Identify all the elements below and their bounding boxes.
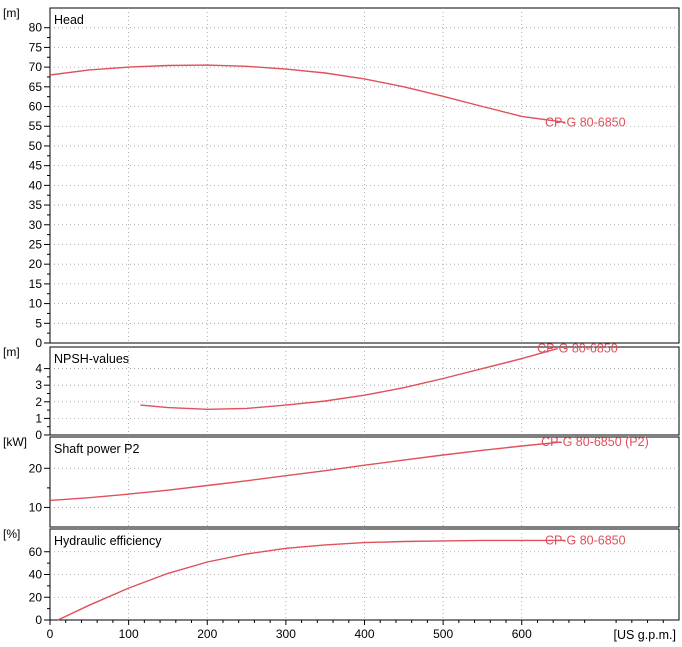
y-tick-label: 10: [29, 297, 43, 311]
y-tick-label: 3: [35, 378, 42, 392]
series-label: CP-G 80-6850: [537, 342, 618, 356]
series-line: [57, 539, 565, 621]
series-line: [140, 348, 558, 411]
panel-hydraulic-efficiency: 0 20 40 60 [%] Hydraulic efficiency CP-G 80-68…: [3, 527, 680, 627]
panel-frame: [49, 7, 680, 344]
y-tick-label: 4: [35, 362, 42, 376]
y-tick-label: 20: [29, 590, 43, 604]
x-tick-label: 200: [197, 627, 217, 641]
y-unit-label: [%]: [3, 527, 20, 541]
series-label: CP-G 80-6850: [545, 533, 626, 547]
panel-title: Head: [54, 13, 84, 27]
panel-title: Hydraulic efficiency: [54, 534, 162, 548]
y-unit-label: [m]: [3, 6, 20, 20]
series-label: CP-G 80-6850: [545, 115, 626, 129]
y-tick-label: 25: [29, 237, 43, 251]
panel-head: 0 5 10 15 20 25 30 35 40 45 50 55 60 65 70 75 80 [m] Head C…: [3, 6, 680, 350]
x-tick-label: 100: [119, 627, 139, 641]
panel-title: Shaft power P2: [54, 442, 140, 456]
panel-shaft-power-p2: 10 20[kW] Shaft power P2 CP-G 80-6850 (P2): [3, 435, 680, 528]
y-tick-label: 50: [29, 139, 43, 153]
series-label: CP-G 80-6850 (P2): [541, 435, 649, 449]
y-tick-label: 35: [29, 198, 43, 212]
y-tick-label: 45: [29, 159, 43, 173]
y-tick-label: 2: [35, 395, 42, 409]
y-tick-label: 70: [29, 60, 43, 74]
y-tick-label: 5: [35, 316, 42, 330]
y-tick-label: 0: [35, 336, 42, 350]
y-tick-label: 0: [35, 428, 42, 442]
x-unit-label: [US g.p.m.]: [613, 628, 676, 642]
x-tick-label: 300: [276, 627, 296, 641]
x-tick-label: 400: [354, 627, 374, 641]
y-tick-label: 20: [29, 461, 43, 475]
y-tick-label: 55: [29, 119, 43, 133]
y-tick-label: 60: [29, 545, 43, 559]
y-tick-label: 20: [29, 257, 43, 271]
panel-npsh-values: 0 1 2 3 4 [m] NPSH-values CP-G 80-6850: [3, 342, 680, 442]
y-unit-label: [m]: [3, 345, 20, 359]
x-tick-label: 600: [512, 627, 532, 641]
y-unit-label: [kW]: [3, 435, 27, 449]
panel-title: NPSH-values: [54, 352, 129, 366]
series-line: [49, 64, 566, 123]
y-tick-label: 30: [29, 218, 43, 232]
y-tick-label: 15: [29, 277, 43, 291]
y-tick-label: 40: [29, 568, 43, 582]
y-tick-label: 40: [29, 178, 43, 192]
y-tick-label: 0: [35, 613, 42, 627]
x-tick-label: 0: [47, 627, 54, 641]
y-tick-label: 75: [29, 40, 43, 54]
series-line: [49, 441, 562, 502]
y-tick-label: 65: [29, 80, 43, 94]
y-tick-label: 10: [29, 500, 43, 514]
y-tick-label: 60: [29, 100, 43, 114]
y-tick-label: 1: [35, 411, 42, 425]
x-axis: 0 100 200 300 400 500 600 [US g.p.m.]: [47, 620, 676, 642]
y-tick-label: 80: [29, 21, 43, 35]
x-tick-label: 500: [433, 627, 453, 641]
